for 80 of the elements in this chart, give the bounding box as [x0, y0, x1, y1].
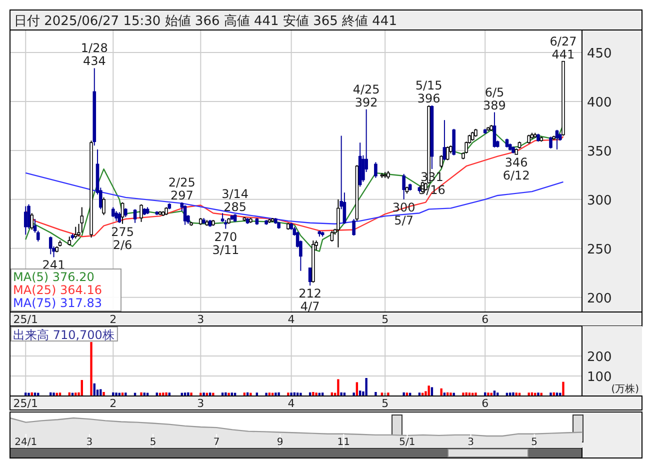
- chart-title: 出来高 710,700株: [13, 328, 114, 342]
- chart-title: 日付 2025/06/27 15:30 始値 366 高値 441 安値 365 終値 441: [14, 13, 397, 29]
- annotation: 3/14 285: [222, 187, 249, 214]
- x-tick-label: 7: [213, 437, 220, 448]
- x-tick-label: 3: [197, 313, 204, 326]
- x-tick-label: 5: [531, 437, 538, 448]
- line-series: [25, 172, 564, 224]
- text: MA(25) 364.16: [13, 283, 102, 297]
- bar: [487, 392, 490, 396]
- annotation: 5/15 396: [415, 78, 442, 106]
- x-tick-label: 5: [150, 437, 156, 448]
- bar: [90, 342, 92, 396]
- bar: [52, 392, 55, 396]
- bar: [450, 392, 452, 396]
- bar: [224, 392, 227, 396]
- y-tick-label: 350: [587, 144, 612, 160]
- x-tick-label: 24/1: [14, 437, 38, 448]
- bar: [562, 382, 564, 396]
- annotation: 1/28 434: [80, 41, 108, 68]
- x-tick-label: 25/1: [13, 397, 38, 410]
- bar: [462, 392, 464, 396]
- x-tick-label: 5/1: [399, 437, 416, 448]
- bar: [387, 392, 390, 396]
- y-tick-label: 250: [587, 242, 612, 258]
- bar: [165, 392, 168, 396]
- x-tick-label: 25/1: [13, 313, 38, 326]
- annotation: 6/27 441: [550, 34, 577, 62]
- y-tick-label: 200: [587, 350, 612, 365]
- y-tick-label: 100: [587, 370, 612, 385]
- x-tick-label: 5: [382, 397, 389, 410]
- bar: [102, 392, 105, 396]
- text: MA(5) 376.20: [13, 270, 94, 284]
- x-tick-label: 6: [482, 313, 489, 326]
- bar: [190, 392, 192, 396]
- bar: [365, 378, 368, 396]
- annotation: 212 4/7: [298, 286, 322, 314]
- bar: [140, 392, 142, 396]
- bar: [340, 392, 342, 396]
- annotation: 4/25 392: [352, 82, 380, 110]
- x-tick-label: 6: [482, 397, 489, 410]
- annotation: 346 6/12: [502, 155, 530, 182]
- bar: [352, 392, 355, 396]
- annotation: 275 2/6: [111, 224, 134, 252]
- bar: [550, 392, 552, 396]
- bar: [278, 392, 280, 396]
- text: MA(75) 317.83: [13, 296, 102, 310]
- y-tick-label: 450: [587, 46, 612, 62]
- bar: [274, 392, 277, 396]
- x-tick-label: 3: [197, 397, 204, 410]
- x-tick-label: 4: [288, 397, 295, 410]
- x-tick-label: 4: [288, 313, 295, 326]
- bar: [162, 392, 164, 396]
- annotation: 2/25 297: [168, 175, 196, 202]
- bar: [312, 392, 314, 396]
- x-tick-label: 5: [382, 313, 389, 326]
- bar: [474, 392, 477, 396]
- bar: [512, 392, 514, 396]
- bar: [374, 392, 377, 396]
- x-tick-label: 3: [86, 437, 93, 448]
- bar: [290, 392, 292, 396]
- annotation: 270 3/11: [212, 230, 240, 257]
- y-axis-title: (万株): [611, 383, 640, 395]
- bar: [187, 392, 190, 396]
- x-tick-label: 3: [468, 437, 474, 448]
- bar: [428, 386, 430, 396]
- bar: [337, 379, 340, 396]
- bar: [115, 392, 118, 396]
- bar: [537, 392, 540, 396]
- bar: [287, 392, 290, 396]
- bar: [202, 392, 205, 396]
- y-tick-label: 400: [587, 95, 612, 110]
- annotation: 6/5 389: [483, 85, 506, 112]
- bar: [402, 392, 405, 396]
- x-tick-label: 2: [110, 313, 117, 326]
- y-tick-label: 200: [587, 291, 612, 306]
- bar: [315, 392, 318, 396]
- x-tick-label: 11: [337, 437, 350, 448]
- y-tick-label: 300: [587, 193, 612, 208]
- x-tick-label: 2: [110, 397, 117, 410]
- x-tick-label: 9: [276, 437, 284, 448]
